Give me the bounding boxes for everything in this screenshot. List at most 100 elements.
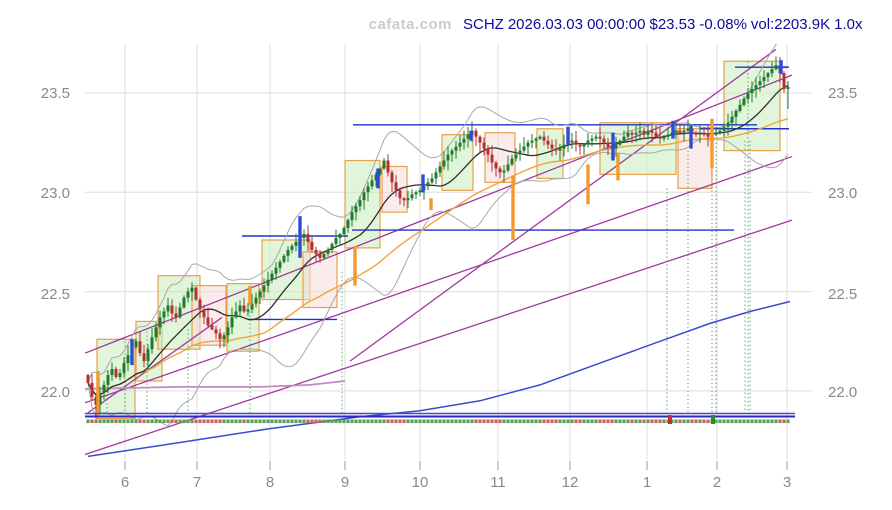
candle — [430, 178, 434, 183]
strip-dash — [770, 419, 774, 424]
strip-dash — [298, 419, 302, 424]
candle — [682, 130, 686, 133]
strip-dash — [722, 419, 726, 424]
x-tick-label: 12 — [562, 474, 579, 491]
candle — [686, 128, 690, 131]
candle — [358, 200, 362, 207]
strip-dash — [130, 419, 134, 424]
accent-bar-blue — [689, 124, 693, 149]
strip-dash — [754, 419, 758, 424]
strip-dash — [186, 419, 190, 424]
candle — [410, 194, 414, 199]
accent-bar-blue — [298, 216, 302, 258]
strip-dash — [254, 419, 258, 424]
strip-dash — [370, 419, 374, 424]
strip-dash — [622, 419, 626, 424]
strip-dash — [690, 419, 694, 424]
accent-bar-orange — [248, 285, 252, 306]
candle — [170, 305, 174, 314]
candle — [562, 144, 566, 149]
strip-dash — [194, 419, 198, 424]
strip-dash — [470, 419, 474, 424]
candle — [338, 234, 342, 238]
strip-dash — [198, 419, 202, 424]
strip-dash — [506, 419, 510, 424]
candle — [198, 299, 202, 310]
candle — [414, 192, 418, 195]
strip-dash — [514, 419, 518, 424]
candle — [558, 148, 562, 151]
strip-dash — [474, 419, 478, 424]
candle — [418, 190, 422, 193]
consolidation-box — [344, 159, 381, 249]
consolidation-boxes — [96, 60, 781, 420]
strip-dash — [334, 419, 338, 424]
strip-dash — [230, 419, 234, 424]
candle — [726, 122, 730, 127]
x-tick-label: 10 — [412, 474, 429, 491]
candle — [406, 198, 410, 201]
strip-dash — [158, 419, 162, 424]
strip-dash — [550, 419, 554, 424]
strip-dash — [762, 419, 766, 424]
strip-dash — [350, 419, 354, 424]
strip-dash — [598, 419, 602, 424]
candle — [302, 234, 306, 238]
candle — [642, 130, 646, 135]
candle — [614, 144, 618, 149]
candle — [490, 154, 494, 163]
strip-dash — [674, 419, 678, 424]
orange-ma — [87, 117, 789, 396]
y-tick-label: 23.5 — [828, 85, 857, 102]
candle — [438, 166, 442, 173]
strip-dash — [778, 419, 782, 424]
strip-signal-tick — [668, 415, 672, 424]
candle — [606, 142, 610, 147]
candle — [678, 130, 682, 133]
candle — [526, 142, 530, 147]
strip-dash — [654, 419, 658, 424]
accent-bar-orange — [96, 371, 100, 415]
strip-dash — [510, 419, 514, 424]
strip-dash — [410, 419, 414, 424]
strip-dash — [750, 419, 754, 424]
y-tick-label: 22.5 — [41, 286, 70, 303]
candle — [674, 130, 678, 133]
strip-dash — [566, 419, 570, 424]
candle — [446, 154, 450, 161]
candle — [594, 136, 598, 139]
strip-dash — [678, 419, 682, 424]
candle — [770, 69, 774, 74]
y-tick-label: 22.5 — [828, 286, 857, 303]
candle — [466, 134, 470, 139]
strip-dash — [458, 419, 462, 424]
candle — [350, 212, 354, 221]
strip-dash — [546, 419, 550, 424]
strip-dash — [278, 419, 282, 424]
vertical-markers — [106, 61, 751, 413]
accent-bar-blue — [421, 174, 425, 193]
strip-dash — [162, 419, 166, 424]
candle — [638, 130, 642, 133]
strip-dash — [570, 419, 574, 424]
y-tick-label: 22.0 — [41, 384, 70, 401]
strip-dash — [302, 419, 306, 424]
candle — [462, 138, 466, 143]
candle — [234, 311, 238, 318]
candle — [574, 140, 578, 145]
candle — [754, 85, 758, 90]
candle — [750, 89, 754, 93]
strip-dash — [766, 419, 770, 424]
strip-dash — [658, 419, 662, 424]
strip-dash — [134, 419, 138, 424]
strip-dash — [146, 419, 150, 424]
strip-dash — [266, 419, 270, 424]
candle — [346, 220, 350, 229]
candle — [766, 73, 770, 78]
candle — [458, 142, 462, 147]
accent-bar-blue — [611, 132, 615, 161]
candle — [142, 353, 146, 362]
strip-dash — [438, 419, 442, 424]
strip-dash — [262, 419, 266, 424]
